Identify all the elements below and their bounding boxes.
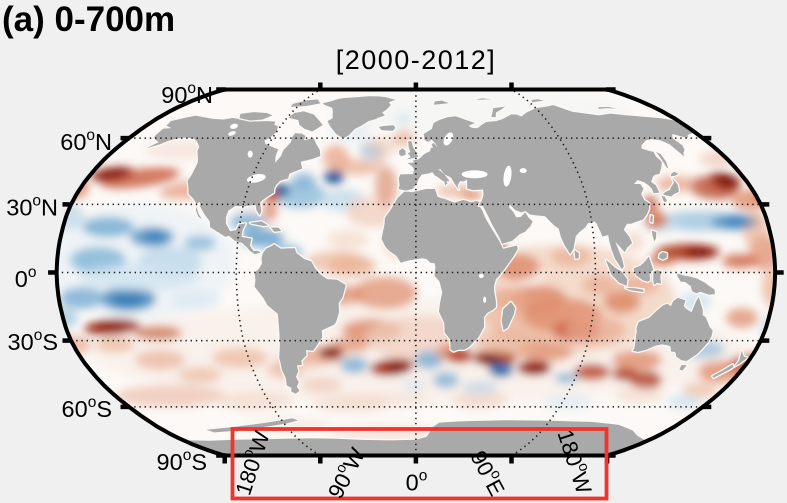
svg-text:30oS: 30oS: [8, 327, 58, 355]
svg-text:60oN: 60oN: [60, 127, 112, 155]
svg-text:30oN: 30oN: [6, 193, 58, 221]
svg-text:60oS: 60oS: [62, 394, 112, 422]
svg-text:(a) 0-700m: (a) 0-700m: [2, 0, 175, 39]
svg-text:90oS: 90oS: [157, 447, 207, 475]
svg-text:90oN: 90oN: [161, 80, 213, 108]
svg-text:[2000-2012]: [2000-2012]: [336, 45, 497, 75]
